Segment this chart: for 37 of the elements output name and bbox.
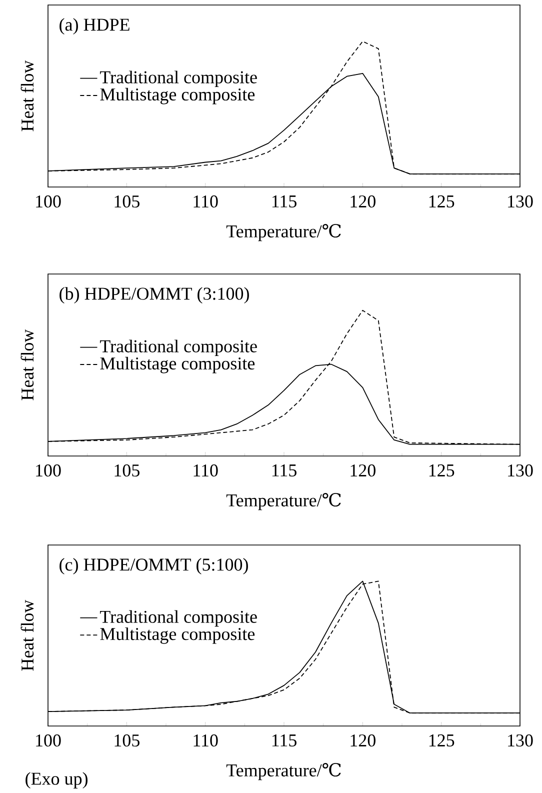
legend-label: Multistage composite <box>100 356 255 374</box>
x-tick-label: 130 <box>508 464 533 477</box>
x-axis-title: Temperature/℃ <box>226 224 341 242</box>
chart-title: (a) HDPE <box>60 18 130 34</box>
legend-label: Traditional composite <box>100 70 257 88</box>
chart-title: (c) HDPE/OMMT (5:100) <box>60 558 248 574</box>
x-tick-label: 120 <box>350 734 376 747</box>
chart-title: (b) HDPE/OMMT (3:100) <box>60 287 249 304</box>
y-axis-title: Heat flow <box>20 600 34 671</box>
x-tick-label: 125 <box>429 195 454 208</box>
legend-label: Traditional composite <box>100 610 257 627</box>
legend-label: Multistage composite <box>100 88 255 104</box>
x-tick-label: 115 <box>272 464 296 476</box>
y-axis-title: Heat flow <box>20 60 34 132</box>
x-tick-label: 110 <box>194 734 218 747</box>
x-tick-label: 130 <box>508 195 533 208</box>
x-tick-label: 120 <box>350 464 376 477</box>
legend-label: Multistage composite <box>100 627 255 644</box>
x-tick-label: 110 <box>194 195 218 208</box>
x-tick-label: 120 <box>350 195 376 208</box>
y-axis-title: Heat flow <box>20 329 34 400</box>
x-tick-label: 100 <box>36 734 61 747</box>
x-axis-title: Temperature/℃ <box>226 492 341 510</box>
x-tick-label: 125 <box>429 464 454 476</box>
x-axis-title: Temperature/℃ <box>226 762 341 780</box>
x-tick-label: 110 <box>194 464 218 477</box>
x-tick-label: 100 <box>36 464 61 477</box>
x-tick-label: 130 <box>508 734 533 747</box>
x-tick-label: 125 <box>429 734 454 746</box>
x-tick-label: 105 <box>114 734 140 747</box>
x-tick-label: 105 <box>114 464 140 477</box>
x-tick-label: 115 <box>272 195 296 208</box>
x-tick-label: 100 <box>36 195 61 208</box>
text: (Exo up) <box>26 772 88 788</box>
legend-label: Traditional composite <box>100 340 257 356</box>
x-tick-label: 105 <box>114 195 140 208</box>
x-tick-label: 115 <box>272 734 296 746</box>
